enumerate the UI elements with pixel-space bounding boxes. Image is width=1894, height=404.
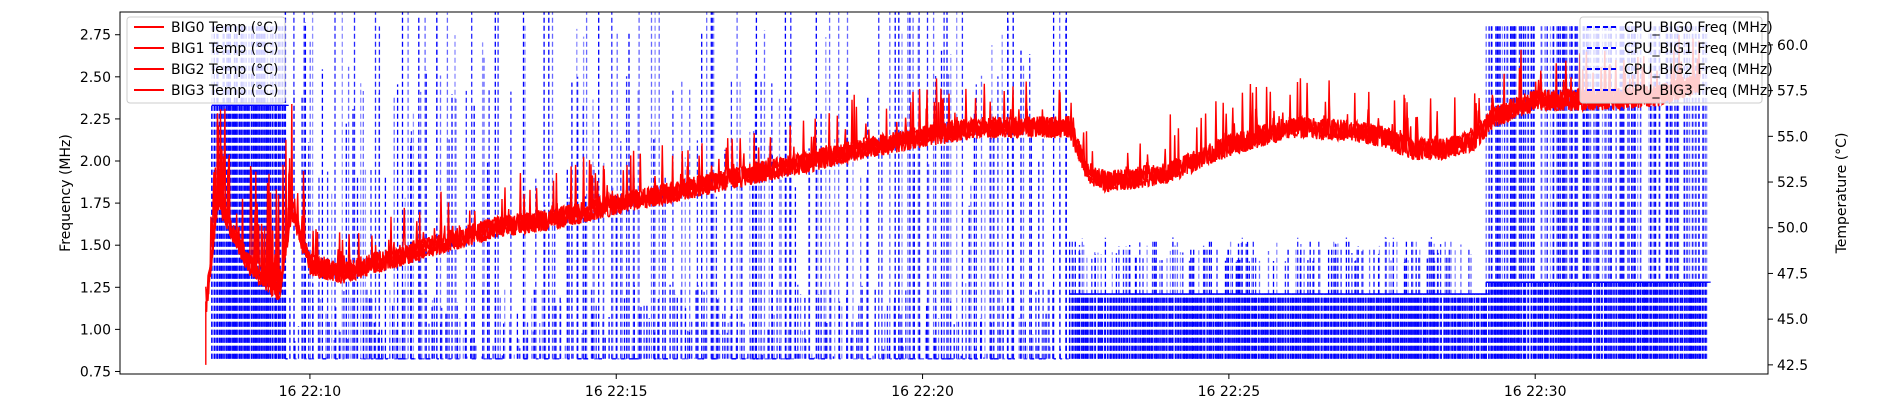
frequency-series-line [211,12,1708,360]
legend-label: BIG2 Temp (°C) [171,62,278,78]
frequency-series-line [211,12,1710,360]
plot-area [120,12,1768,374]
y-left-tick-label: 1.75 [80,196,111,212]
y-left-tick-label: 2.00 [80,154,111,170]
y-right-tick-label: 52.5 [1777,175,1808,191]
plot-frame [119,11,1769,375]
y-left-tick-label: 2.50 [80,70,111,86]
y-left-tick-label: 0.75 [80,364,111,380]
y-right-tick-label: 42.5 [1777,358,1808,374]
temperature-series-layer [205,34,1702,365]
y-left-tick-label: 2.25 [80,112,111,128]
legend-label: BIG3 Temp (°C) [171,83,278,99]
legend-label: CPU_BIG1 Freq (MHz) [1624,41,1773,57]
legend-label: BIG1 Temp (°C) [171,41,278,57]
x-tick-label: 16 22:10 [279,384,342,400]
y-right-tick-label: 50.0 [1777,221,1808,237]
y-right-tick-label: 55.0 [1777,129,1808,145]
y-right-tick-label: 47.5 [1777,266,1808,282]
legend-label: CPU_BIG2 Freq (MHz) [1624,62,1773,78]
y-axis-right-label: Temperature (°C) [1834,133,1850,255]
y-left-tick-label: 1.50 [80,238,111,254]
legend-temperature: BIG0 Temp (°C) BIG1 Temp (°C) BIG2 Temp (°… [126,16,286,104]
axes-layer: 16 22:10 16 22:15 16 22:20 16 22:25 16 22:30… [80,28,1808,400]
x-tick-label: 16 22:25 [1198,384,1261,400]
y-right-tick-label: 60.0 [1777,38,1808,54]
x-tick-label: 16 22:20 [891,384,954,400]
temperature-series-line [205,38,1701,313]
x-tick-label: 16 22:30 [1504,384,1567,400]
frequency-series-layer [211,12,1711,360]
y-right-tick-label: 57.5 [1777,84,1808,100]
y-left-tick-label: 1.25 [80,280,111,296]
legend-frequency: CPU_BIG0 Freq (MHz) CPU_BIG1 Freq (MHz) CP… [1579,16,1773,104]
y-axis-left-label: Frequency (MHz) [58,134,74,252]
y-left-tick-label: 2.75 [80,28,111,44]
legend-label: CPU_BIG3 Freq (MHz) [1624,83,1773,99]
y-left-tick-label: 1.00 [80,322,111,338]
legend-label: BIG0 Temp (°C) [171,20,278,36]
legend-label: CPU_BIG0 Freq (MHz) [1624,20,1773,36]
x-tick-label: 16 22:15 [585,384,648,400]
y-right-tick-label: 45.0 [1777,312,1808,328]
